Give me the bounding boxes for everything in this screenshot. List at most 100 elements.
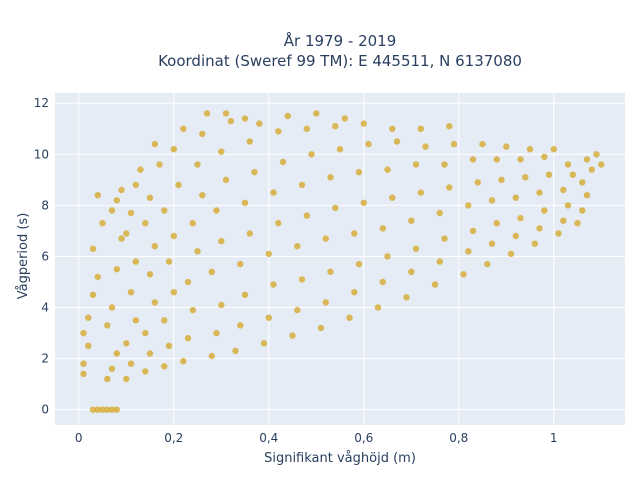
data-point — [332, 123, 339, 130]
data-point — [104, 322, 111, 329]
data-point — [327, 268, 334, 275]
data-point — [408, 268, 415, 275]
data-point — [564, 202, 572, 209]
x-axis-title: Signifikant våghöjd (m) — [264, 451, 416, 466]
data-point — [279, 158, 287, 166]
data-point — [365, 140, 372, 148]
data-point — [583, 156, 591, 163]
x-tick-label: 0,2 — [164, 431, 183, 445]
data-point — [564, 161, 572, 168]
data-point — [275, 220, 282, 227]
data-point — [579, 179, 586, 186]
chart-title-line-2: Koordinat (Sweref 99 TM): E 445511, N 61… — [158, 52, 522, 70]
data-point — [298, 181, 306, 189]
data-point — [517, 156, 524, 163]
data-point — [203, 110, 211, 117]
data-point — [199, 130, 206, 138]
data-point — [127, 209, 135, 217]
data-point — [94, 406, 102, 413]
data-point — [165, 258, 173, 265]
data-point — [336, 146, 344, 153]
data-point — [303, 125, 310, 132]
data-point — [379, 278, 386, 286]
data-point — [503, 143, 510, 150]
data-point — [146, 271, 154, 278]
x-axis-ticks: 0 0,2 0,4 0,6 0,8 1 — [75, 431, 558, 445]
data-point — [341, 115, 348, 122]
data-point — [89, 406, 97, 413]
data-point — [545, 171, 553, 178]
data-point — [123, 375, 130, 383]
data-point — [213, 329, 220, 337]
data-point — [256, 120, 263, 127]
data-point — [194, 248, 201, 255]
data-point — [241, 199, 249, 206]
data-point — [360, 199, 367, 206]
data-point — [161, 317, 168, 324]
data-point — [232, 347, 239, 355]
data-point — [251, 169, 258, 176]
data-point — [284, 112, 291, 120]
data-point — [593, 151, 600, 158]
chart-title: År 1979 - 2019 Koordinat (Sweref 99 TM):… — [158, 31, 522, 70]
data-point — [313, 110, 320, 117]
data-point — [99, 220, 106, 227]
data-point — [218, 301, 225, 309]
data-point — [555, 230, 562, 237]
y-tick-label: 8 — [41, 198, 49, 212]
data-point — [351, 289, 358, 296]
data-point — [507, 250, 515, 258]
data-point — [384, 253, 391, 260]
data-point — [151, 243, 158, 250]
y-tick-label: 12 — [34, 96, 49, 110]
data-point — [227, 117, 234, 125]
data-points — [80, 110, 605, 413]
data-point — [332, 204, 339, 212]
data-point — [465, 248, 472, 255]
data-point — [265, 250, 272, 258]
data-point — [579, 207, 586, 214]
data-point — [151, 140, 158, 148]
data-point — [237, 260, 244, 268]
data-point — [85, 314, 92, 321]
data-point — [99, 406, 106, 413]
x-tick-label: 0,6 — [354, 431, 373, 445]
data-point — [199, 192, 206, 199]
data-point — [270, 189, 277, 196]
data-point — [517, 214, 524, 222]
data-point — [355, 260, 363, 268]
data-point — [355, 169, 363, 176]
data-point — [303, 212, 310, 219]
data-point — [218, 148, 225, 155]
data-point — [493, 220, 500, 227]
y-tick-label: 0 — [41, 403, 49, 417]
data-point — [512, 194, 519, 201]
data-point — [142, 329, 149, 337]
plot-area — [55, 93, 625, 425]
data-point — [308, 151, 315, 158]
data-point — [465, 202, 472, 209]
data-point — [588, 166, 595, 173]
data-point — [165, 342, 173, 349]
data-point — [436, 209, 443, 217]
data-point — [80, 370, 87, 378]
data-point — [346, 314, 353, 321]
y-axis-ticks: 0 2 4 6 8 10 12 — [34, 96, 49, 416]
data-point — [289, 332, 296, 339]
data-point — [108, 406, 116, 413]
data-point — [260, 340, 268, 347]
data-point — [317, 324, 325, 332]
x-tick-label: 0,8 — [449, 431, 468, 445]
data-point — [104, 406, 111, 413]
data-point — [208, 268, 215, 275]
data-point — [142, 220, 149, 227]
data-point — [189, 306, 196, 314]
data-point — [412, 161, 420, 168]
data-point — [474, 179, 481, 186]
y-tick-label: 6 — [41, 249, 49, 263]
data-point — [189, 220, 196, 227]
data-point — [389, 194, 396, 201]
data-point — [237, 322, 244, 329]
data-point — [108, 304, 116, 311]
